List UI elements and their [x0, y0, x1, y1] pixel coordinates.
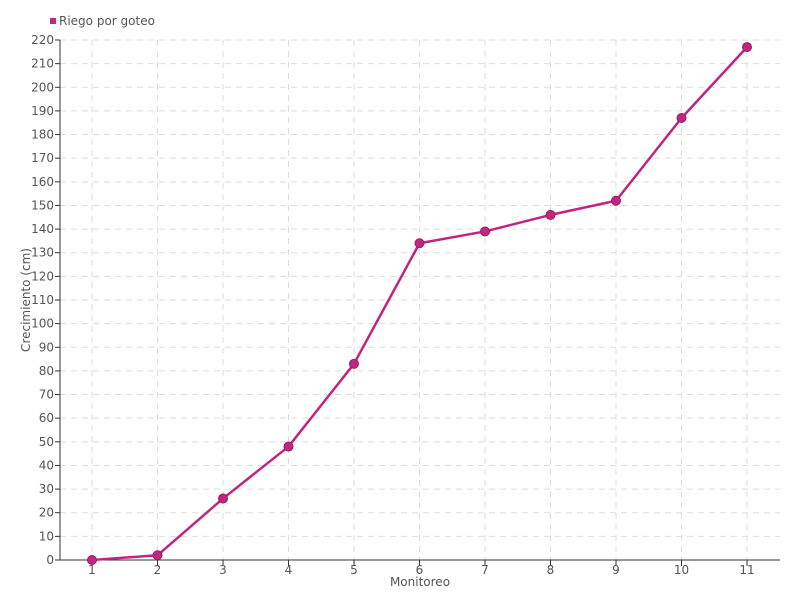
y-tick-label: 210: [31, 57, 54, 71]
x-tick-label: 3: [219, 563, 227, 577]
y-tick-label: 70: [39, 388, 54, 402]
x-tick-label: 9: [612, 563, 620, 577]
x-tick-label: 8: [547, 563, 555, 577]
y-tick-label: 80: [39, 364, 54, 378]
legend-label: Riego por goteo: [59, 14, 155, 28]
y-tick-label: 30: [39, 482, 54, 496]
series-group: [87, 42, 752, 565]
legend: Riego por goteo: [50, 14, 155, 28]
data-point: [742, 42, 752, 53]
y-axis-title: Crecimiento (cm): [19, 248, 33, 352]
y-tick-label: 0: [46, 553, 54, 567]
x-tick-label: 2: [154, 563, 162, 577]
y-tick-label: 120: [31, 269, 54, 283]
y-tick-label: 140: [31, 222, 54, 236]
x-tick-label: 7: [481, 563, 489, 577]
data-point: [349, 358, 359, 369]
data-point: [480, 226, 490, 237]
y-tick-label: 190: [31, 104, 54, 118]
y-tick-label: 50: [39, 435, 54, 449]
data-point: [218, 493, 228, 504]
data-point: [283, 441, 294, 452]
x-tick-label: 11: [739, 563, 754, 577]
y-tick-label: 220: [31, 33, 54, 47]
x-axis-title: Monitoreo: [390, 575, 450, 589]
data-point: [87, 555, 97, 565]
data-point: [611, 195, 621, 206]
y-tick-label: 60: [39, 411, 54, 425]
y-tick-label: 160: [31, 175, 54, 189]
x-tick-label: 10: [674, 563, 689, 577]
y-tick-label: 180: [31, 128, 54, 142]
y-tick-label: 200: [31, 80, 54, 94]
x-tick-label: 1: [88, 563, 96, 577]
data-point: [676, 113, 687, 123]
y-tick-label: 40: [39, 458, 54, 472]
data-point: [152, 550, 163, 561]
legend-swatch: [50, 18, 56, 24]
grid: [60, 39, 780, 560]
y-tick-label: 90: [39, 340, 54, 354]
y-tick-label: 110: [31, 293, 54, 307]
data-point: [414, 238, 425, 249]
x-tick-label: 6: [416, 563, 424, 577]
y-tick-label: 10: [39, 529, 54, 543]
y-tick-label: 20: [39, 506, 54, 520]
x-tick-label: 4: [285, 563, 293, 577]
axes: 0102030405060708090100110120130140150160…: [31, 33, 780, 577]
y-tick-label: 170: [31, 151, 54, 165]
x-tick-label: 5: [350, 563, 358, 577]
y-tick-label: 150: [31, 198, 54, 212]
y-tick-label: 130: [31, 246, 54, 260]
data-point: [545, 209, 556, 220]
y-tick-label: 100: [31, 317, 54, 331]
